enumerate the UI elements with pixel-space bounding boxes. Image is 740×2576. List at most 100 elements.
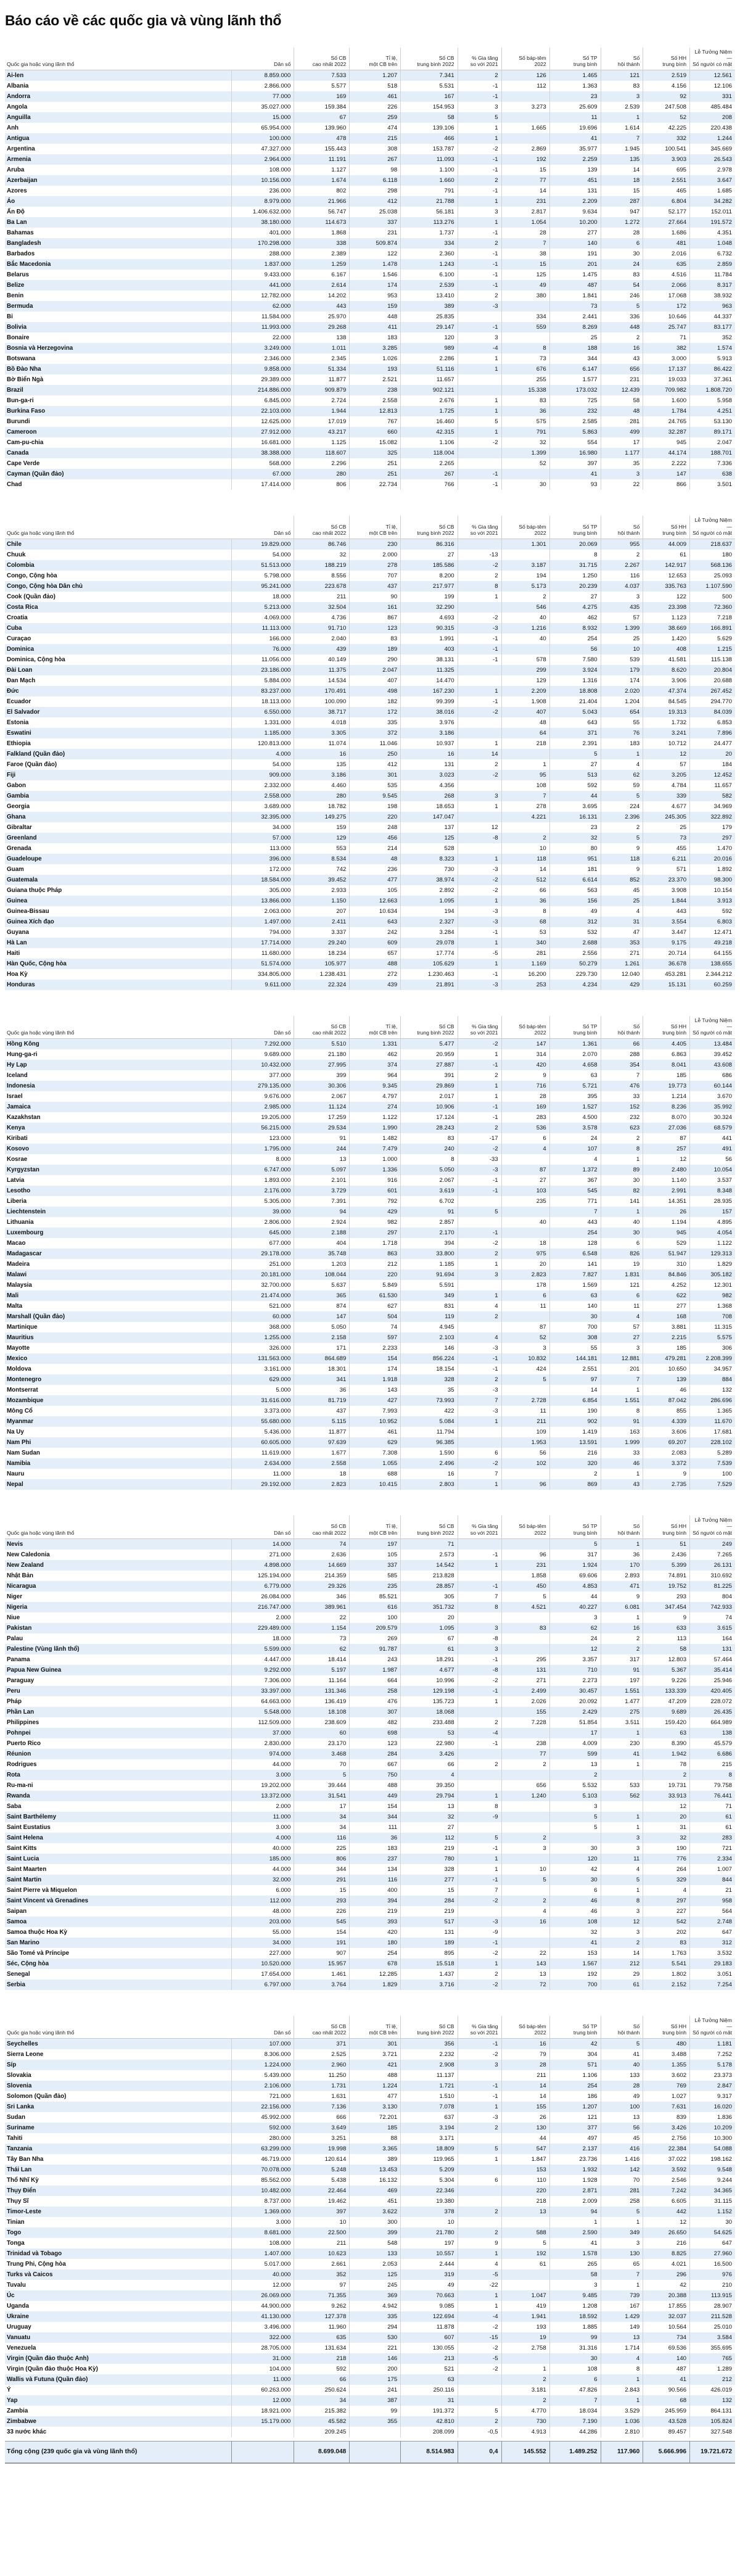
value-le_tuong_niem: 220.438: [689, 123, 735, 134]
value-hoi_thanh: 288: [600, 1049, 643, 1060]
value-hh_trung_binh: 15.131: [643, 979, 690, 990]
value-cb_cao_nhat: 25.970: [294, 312, 350, 323]
value-hh_trung_binh: 25: [643, 822, 690, 833]
country-name: Kiribati: [7, 1135, 28, 1142]
value-tp_trung_binh: 5.721: [549, 1081, 601, 1092]
value-gia_tang: -1: [457, 654, 502, 665]
value-tp_trung_binh: 131: [549, 186, 601, 197]
value-hh_trung_binh: 41: [643, 2374, 690, 2385]
value-ti_le: 369: [349, 2290, 401, 2301]
value-ti_le: 237: [349, 1853, 401, 1864]
value-le_tuong_niem: 1.244: [689, 133, 735, 144]
value-dan_so: 35.027.000: [231, 102, 294, 113]
country-table-section-4: Quốc gia hoặc vùng lãnh thổ Dân số Số CB ca…: [5, 1516, 735, 1990]
country-name: Suriname: [5, 2123, 232, 2134]
value-gia_tang: 8: [457, 580, 502, 592]
column-header-bap_tem: Số báp-têm 2022: [501, 1015, 550, 1039]
value-tp_trung_binh: 58: [549, 2269, 601, 2281]
value-le_tuong_niem: 7.539: [689, 1458, 735, 1469]
value-dan_so: 4.069.000: [231, 612, 294, 623]
value-cb_trung_binh: 16: [400, 748, 458, 759]
value-hh_trung_binh: 19.033: [643, 374, 690, 386]
table-row: Samoa 203.000 545 393 517 -3 16 108 12 542 2.748: [5, 1916, 735, 1927]
value-gia_tang: [457, 312, 502, 323]
value-cb_cao_nhat: 32.504: [294, 601, 350, 613]
value-hh_trung_binh: 32: [643, 1832, 690, 1843]
value-ti_le: 469: [349, 2186, 401, 2197]
country-name: Slovenia: [5, 2081, 232, 2092]
value-dan_so: 1.224.000: [231, 2060, 294, 2071]
value-dan_so: 37.000: [231, 1727, 294, 1738]
value-hh_trung_binh: 1.194: [643, 1217, 690, 1228]
column-header-hh_trung_binh: Số HH trung bình: [643, 2015, 690, 2039]
table-row: Saint Eustatius 3.000 34 111 27 5 1 31 61: [5, 1822, 735, 1833]
value-dan_so: 2.985.000: [231, 1102, 294, 1113]
value-gia_tang: -1: [457, 1580, 502, 1591]
value-cb_cao_nhat: 2.411: [294, 916, 350, 927]
value-cb_trung_binh: 766: [400, 479, 458, 490]
value-cb_trung_binh: 139.106: [400, 123, 458, 134]
value-le_tuong_niem: 1.808.720: [689, 385, 735, 396]
value-hoi_thanh: 448: [600, 322, 643, 333]
value-bap_tem: 14: [501, 186, 550, 197]
value-hh_trung_binh: 3.205: [643, 769, 690, 780]
value-ti_le: 643: [349, 916, 401, 927]
value-ti_le: 290: [349, 654, 401, 665]
value-hh_trung_binh: 23.370: [643, 874, 690, 885]
value-ti_le: 274: [349, 1102, 401, 1113]
value-tp_trung_binh: 21.404: [549, 696, 601, 707]
value-gia_tang: 1: [457, 2102, 502, 2113]
value-hoi_thanh: 28: [600, 2081, 643, 2092]
value-hoi_thanh: 471: [600, 1580, 643, 1591]
value-hh_trung_binh: 27.664: [643, 217, 690, 228]
value-cb_trung_binh: 7.078: [400, 2102, 458, 2113]
value-cb_cao_nhat: 1.461: [294, 1968, 350, 1979]
value-le_tuong_niem: 30.324: [689, 1112, 735, 1123]
column-header-hoi_thanh: Số hội thánh: [600, 2015, 643, 2039]
country-name: Tonga: [7, 2240, 25, 2247]
value-hh_trung_binh: 1.784: [643, 406, 690, 417]
column-header-dan_so: Dân số: [274, 2029, 291, 2036]
value-bap_tem: [501, 332, 550, 344]
value-hoi_thanh: 224: [600, 801, 643, 812]
value-ti_le: 1.055: [349, 1458, 401, 1469]
value-bap_tem: [501, 1811, 550, 1822]
value-le_tuong_niem: 44.337: [689, 312, 735, 323]
country-name: Honduras: [5, 979, 232, 990]
country-name: Dominica: [5, 643, 232, 654]
value-le_tuong_niem: 305.182: [689, 1269, 735, 1281]
table-row: Azerbaijan 10.156.000 1.674 6.118 1.660 2 77 45…: [5, 175, 735, 186]
value-hh_trung_binh: 332: [643, 133, 690, 144]
value-ti_le: 1.336: [349, 1165, 401, 1176]
value-le_tuong_niem: 6.853: [689, 717, 735, 728]
value-hoi_thanh: 281: [600, 416, 643, 427]
value-cb_cao_nhat: 14.669: [294, 1559, 350, 1571]
value-gia_tang: -1: [457, 1364, 502, 1375]
grand-total-cb_cao_nhat: 8.699.048: [294, 2441, 350, 2464]
value-gia_tang: -3: [457, 301, 502, 312]
country-name: Ru-ma-ni: [7, 1781, 33, 1789]
value-hh_trung_binh: 6.863: [643, 1049, 690, 1060]
value-bap_tem: 72: [501, 1979, 550, 1990]
value-hh_trung_binh: 84.545: [643, 696, 690, 707]
value-bap_tem: 220: [501, 2186, 550, 2197]
value-cb_cao_nhat: 3.729: [294, 1186, 350, 1197]
value-cb_cao_nhat: 215.382: [294, 2406, 350, 2417]
value-ti_le: 10.634: [349, 906, 401, 917]
country-name: Saint Kitts: [7, 1844, 37, 1852]
value-bap_tem: 7: [501, 790, 550, 801]
value-cb_cao_nhat: 74: [294, 1538, 350, 1550]
value-ti_le: 174: [349, 280, 401, 291]
value-bap_tem: 407: [501, 706, 550, 717]
value-cb_cao_nhat: 70: [294, 1759, 350, 1770]
value-cb_trung_binh: 2.803: [400, 1479, 458, 1490]
value-gia_tang: -1: [457, 1738, 502, 1749]
value-gia_tang: 3: [457, 1643, 502, 1654]
value-bap_tem: 676: [501, 364, 550, 375]
value-le_tuong_niem: 61: [689, 1811, 735, 1822]
value-tp_trung_binh: 2.551: [549, 1364, 601, 1375]
header-row: Quốc gia hoặc vùng lãnh thổ Dân số Số CB ca…: [5, 516, 735, 539]
country-name: Bun-ga-ri: [7, 397, 34, 405]
value-hh_trung_binh: 227: [643, 1905, 690, 1917]
grand-total-cb_trung_binh: 8.514.983: [400, 2441, 458, 2464]
